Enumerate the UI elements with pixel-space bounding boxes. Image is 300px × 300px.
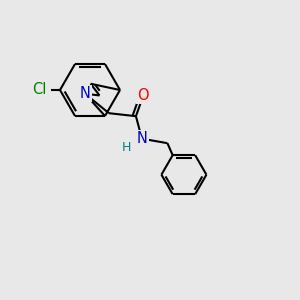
- Text: H: H: [122, 141, 132, 154]
- Text: Cl: Cl: [32, 82, 46, 98]
- Text: N: N: [80, 86, 90, 101]
- Text: N: N: [136, 131, 147, 146]
- Text: O: O: [138, 88, 149, 103]
